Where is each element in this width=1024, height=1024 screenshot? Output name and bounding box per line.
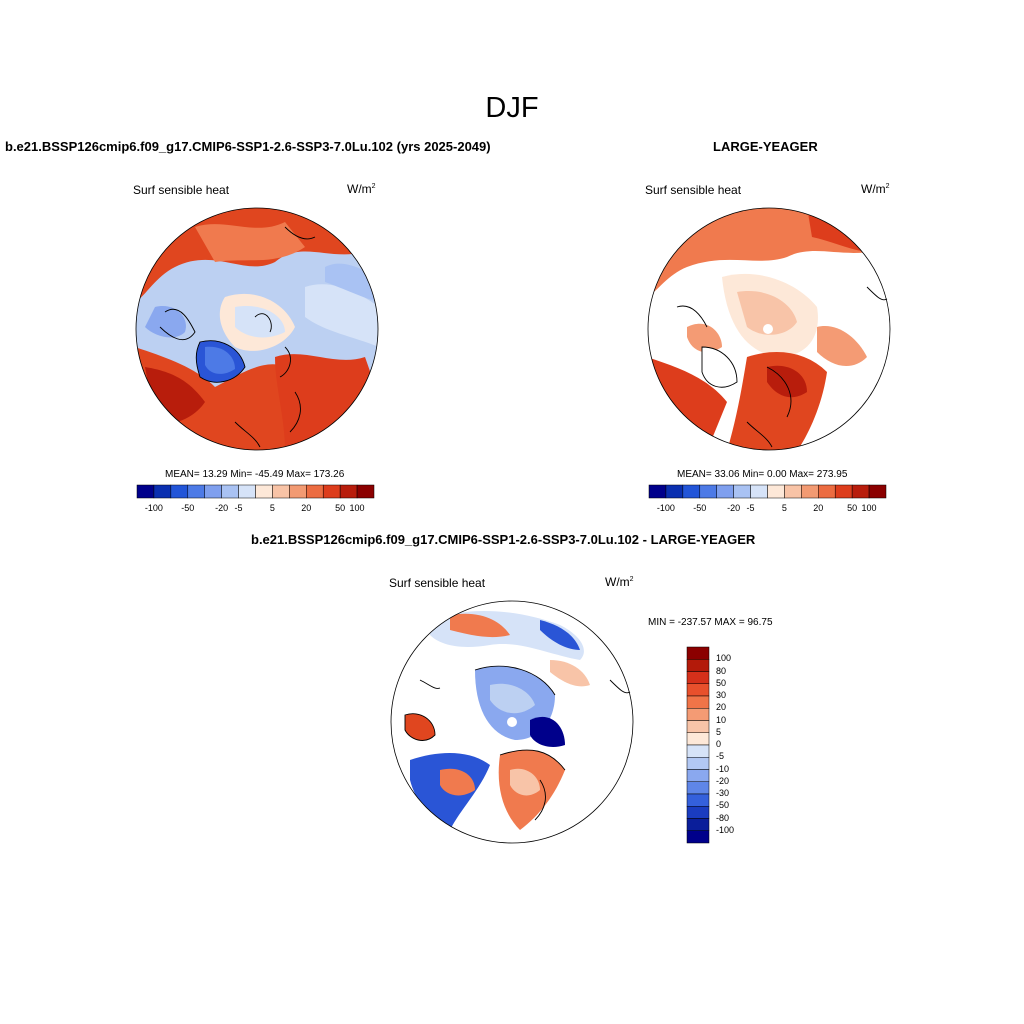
right-variable-label: Surf sensible heat — [645, 183, 742, 197]
left-units-label: W/m2 — [347, 182, 376, 196]
colorbar-tick-label: -80 — [716, 812, 730, 823]
colorbar-tick-label: -5 — [716, 751, 725, 762]
diff-variable-label: Surf sensible heat — [389, 576, 486, 590]
colorbar-box — [339, 484, 358, 499]
colorbar-box — [686, 708, 710, 721]
colorbar-tick-label: -100 — [716, 824, 735, 835]
right-colorbar-labels: -100 -50 -20 -5 5 20 50 100 — [649, 503, 886, 515]
colorbar-box — [686, 659, 710, 672]
colorbar-box — [153, 484, 172, 499]
colorbar-tick-label: 20 — [301, 503, 312, 513]
right-panel-title: LARGE-YEAGER — [713, 139, 818, 154]
colorbar-box — [686, 769, 710, 782]
right-colorbar — [648, 484, 887, 499]
colorbar-box — [767, 484, 785, 499]
colorbar-tick-label: 50 — [335, 503, 346, 513]
colorbar-box — [818, 484, 836, 499]
colorbar-tick-label: 20 — [716, 702, 727, 713]
colorbar-tick-label: -30 — [716, 788, 730, 798]
left-stats: MEAN= 13.29 Min= -45.49 Max= 173.26 — [165, 469, 345, 480]
colorbar-tick-label: -20 — [727, 503, 741, 513]
colorbar-tick-label: -5 — [746, 503, 755, 513]
colorbar-tick-label: 100 — [861, 503, 877, 513]
colorbar-box — [686, 757, 710, 770]
colorbar-tick-label: 10 — [716, 714, 727, 725]
colorbar-box — [272, 484, 290, 499]
colorbar-box — [699, 484, 717, 499]
colorbar-box — [187, 484, 205, 499]
colorbar-tick-label: -50 — [716, 800, 730, 811]
colorbar-box — [686, 646, 710, 660]
left-variable-label: Surf sensible heat — [133, 183, 230, 197]
colorbar-tick-label: 100 — [349, 503, 365, 513]
colorbar-box — [733, 484, 751, 499]
colorbar-box — [686, 683, 710, 697]
colorbar-box — [255, 484, 273, 499]
colorbar-box — [170, 484, 189, 499]
colorbar-box — [136, 484, 155, 499]
colorbar-tick-label: 5 — [269, 503, 275, 513]
right-stats: MEAN= 33.06 Min= 0.00 Max= 273.95 — [677, 469, 848, 480]
left-colorbar — [136, 484, 375, 499]
right-polar-map — [647, 207, 891, 451]
diff-stats: MIN = -237.57 MAX = 96.75 — [648, 617, 773, 628]
colorbar-box — [686, 806, 710, 819]
left-panel-title: b.e21.BSSP126cmip6.f09_g17.CMIP6-SSP1-2.… — [5, 139, 491, 154]
colorbar-box — [665, 484, 684, 499]
colorbar-box — [238, 484, 256, 499]
colorbar-box — [686, 781, 710, 795]
colorbar-tick-label: 50 — [716, 677, 727, 688]
colorbar-box — [322, 484, 341, 499]
colorbar-box — [221, 484, 239, 499]
colorbar-tick-label: -100 — [144, 503, 163, 513]
colorbar-tick-label: 5 — [781, 503, 787, 513]
colorbar-tick-label: -50 — [693, 503, 707, 513]
colorbar-tick-label: 30 — [716, 690, 727, 700]
right-units-label: W/m2 — [861, 182, 890, 196]
colorbar-box — [289, 484, 307, 499]
colorbar-box — [716, 484, 734, 499]
colorbar-box — [686, 695, 710, 709]
colorbar-box — [750, 484, 768, 499]
colorbar-box — [648, 484, 667, 499]
colorbar-box — [801, 484, 819, 499]
colorbar-tick-label: -20 — [716, 775, 730, 786]
colorbar-box — [834, 484, 853, 499]
left-polar-map — [135, 207, 379, 451]
colorbar-tick-label: 0 — [716, 739, 722, 749]
colorbar-tick-label: 100 — [716, 653, 732, 664]
diff-units-label: W/m2 — [605, 575, 634, 589]
colorbar-tick-label: 50 — [847, 503, 858, 513]
colorbar-box — [356, 484, 375, 499]
colorbar-tick-label: 80 — [716, 665, 727, 676]
colorbar-box — [851, 484, 870, 499]
diff-colorbar-labels: 100 80 50 30 20 10 5 0 -5 -10 -20 -30 -50 -80 -100 — [716, 647, 756, 843]
left-colorbar-labels: -100 -50 -20 -5 5 20 50 100 — [137, 503, 374, 515]
colorbar-tick-label: 5 — [716, 726, 722, 737]
colorbar-box — [306, 484, 324, 499]
colorbar-box — [686, 732, 710, 746]
colorbar-box — [784, 484, 802, 499]
colorbar-tick-label: 20 — [813, 503, 824, 513]
diff-polar-map — [390, 600, 634, 844]
colorbar-box — [204, 484, 222, 499]
colorbar-tick-label: -10 — [716, 763, 730, 774]
colorbar-tick-label: -5 — [234, 503, 243, 513]
colorbar-box — [686, 671, 710, 684]
colorbar-box — [686, 830, 710, 844]
colorbar-box — [682, 484, 701, 499]
colorbar-box — [686, 744, 710, 758]
colorbar-tick-label: -50 — [181, 503, 195, 513]
colorbar-box — [868, 484, 887, 499]
colorbar-tick-label: -20 — [215, 503, 229, 513]
colorbar-box — [686, 818, 710, 831]
colorbar-box — [686, 720, 710, 733]
colorbar-tick-label: -100 — [656, 503, 675, 513]
figure-title: DJF — [485, 92, 539, 124]
diff-colorbar — [686, 646, 710, 844]
diff-panel-title: b.e21.BSSP126cmip6.f09_g17.CMIP6-SSP1-2.… — [251, 532, 756, 547]
colorbar-box — [686, 793, 710, 807]
